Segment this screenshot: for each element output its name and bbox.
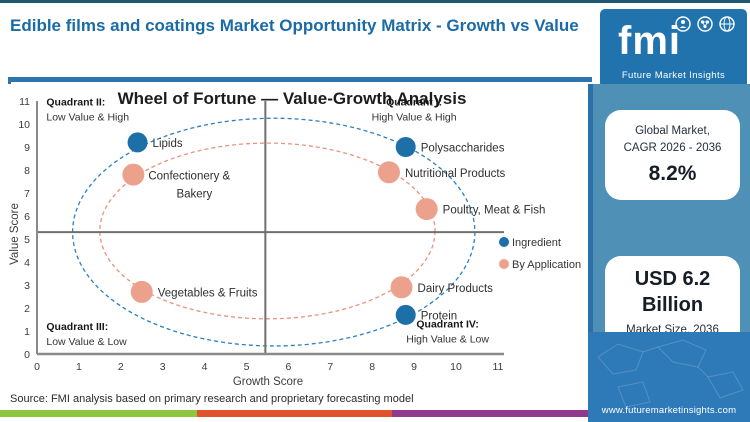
point-label-lipids: Lipids [153,138,183,150]
y-tick-label: 3 [24,280,30,292]
quadrant-subtitle-quadrant-iv: High Value & Low [406,334,489,346]
website-panel: www.futuremarketinsights.com [588,332,750,422]
y-tick-label: 5 [24,234,30,246]
data-point-vegetables-fruits [130,280,153,303]
footer-stripe-purple [392,410,588,417]
cagr-label-line1: Global Market, [635,125,710,137]
header-underline [8,77,592,82]
x-tick-label: 1 [76,361,82,373]
person-icon [675,16,691,32]
source-note: Source: FMI analysis based on primary re… [10,393,414,405]
x-tick-label: 2 [118,361,124,373]
data-point-poultry-meat-fish [415,198,438,221]
page-title: Edible films and coatings Market Opportu… [10,16,579,35]
top-border [0,0,750,3]
y-tick-label: 6 [24,211,30,223]
data-point-dairy-products [390,276,413,299]
quadrant-title-quadrant-ii: Quadrant II: [46,97,105,109]
y-tick-label: 8 [24,165,30,177]
y-tick-label: 4 [24,257,30,269]
world-map-decoration [597,339,744,408]
logo-icons [675,16,735,32]
cagr-value: 8.2% [648,162,697,186]
legend-marker-by-application [499,259,509,269]
chart-title: Wheel of Fortune — Value-Growth Analysis [118,89,467,108]
quadrant-title-quadrant-iii: Quadrant III: [46,321,108,333]
x-tick-label: 11 [492,361,503,373]
logo-brand-text: fmi [618,19,681,63]
y-axis-title: Value Score [9,203,21,265]
x-tick-label: 9 [411,361,417,373]
point-label-poultry-meat-fish: Poultry, Meat & Fish [443,205,546,217]
point-label-confectionery-bakery: Bakery [176,189,212,201]
y-tick-label: 7 [24,188,30,200]
point-label-nutritional-products: Nutritional Products [405,168,506,180]
x-tick-label: 0 [34,361,40,373]
logo-tagline: Future Market Insights [621,70,726,81]
x-tick-label: 4 [202,361,208,373]
data-point-polysaccharides [395,137,416,157]
y-tick-label: 11 [19,96,30,108]
legend-marker-ingredient [499,237,509,247]
point-label-confectionery-bakery: Confectionery & [148,171,230,183]
scatter-chart: 0 1 2 3 4 5 6 7 8 9 10 11 0 1 2 3 4 5 6 7 8 9 10 11 Growth Score… [9,89,581,388]
footer-stripe-orange [197,410,392,417]
fmi-logo: fmi Future Market Insights [600,9,747,88]
point-label-polysaccharides: Polysaccharides [421,143,505,155]
data-point-nutritional-products [377,161,400,184]
application-ring [99,142,436,320]
market-size-value-line2: Billion [641,294,704,316]
website-link[interactable]: www.futuremarketinsights.com [601,405,737,416]
data-point-lipids [127,132,148,153]
x-tick-label: 3 [160,361,166,373]
data-point-confectionery-bakery [122,163,145,186]
x-tick-label: 5 [244,361,250,373]
x-tick-label: 7 [327,361,333,373]
globe-icon [719,16,735,32]
quadrant-title-quadrant-i: Quadrant I: [386,97,442,109]
quadrant-subtitle-quadrant-iii: Low Value & Low [46,336,127,348]
point-label-protein: Protein [421,310,457,322]
point-label-dairy-products: Dairy Products [418,283,494,295]
y-tick-label: 9 [24,142,30,154]
chart-container: 0 1 2 3 4 5 6 7 8 9 10 11 0 1 2 3 4 5 6 7 8 9 10 11 Growth Score… [8,84,592,390]
x-tick-label: 6 [285,361,291,373]
cagr-label-line2: CAGR 2026 - 2036 [623,141,722,154]
legend-label-by-application: By Application [512,259,581,271]
network-icon [697,16,713,32]
y-tick-label: 2 [24,303,30,315]
y-tick-label: 1 [24,326,30,338]
x-tick-label: 8 [369,361,375,373]
cagr-card: Global Market, CAGR 2026 - 2036 8.2% [605,110,740,201]
stats-panel: Global Market, CAGR 2026 - 2036 8.2% USD… [588,84,750,350]
quadrant-subtitle-quadrant-ii: Low Value & High [46,112,129,124]
x-tick-label: 10 [450,361,462,373]
y-tick-label: 0 [24,349,30,361]
quadrant-title-quadrant-iv: Quadrant IV: [416,319,478,331]
y-tick-label: 10 [18,119,30,131]
data-point-protein [395,304,416,325]
point-label-vegetables-fruits: Vegetables & Fruits [158,287,258,299]
legend-label-ingredient: Ingredient [512,237,561,249]
x-axis-title: Growth Score [233,376,303,388]
market-size-value-line1: USD 6.2 [634,268,711,290]
footer-stripe-green [0,410,197,417]
quadrant-subtitle-quadrant-i: High Value & High [372,112,457,124]
